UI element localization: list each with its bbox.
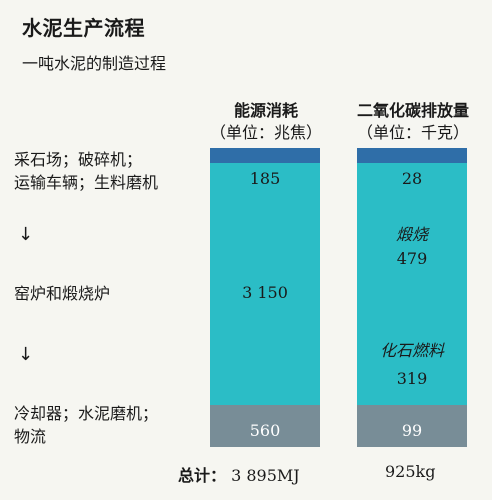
- energy-column-header: 能源消耗 （单位：兆焦）: [186, 100, 346, 144]
- co2-split-value-calcination: 479: [397, 249, 428, 268]
- co2-column-header: 二氧化碳排放量 （单位：千克）: [333, 100, 492, 144]
- stage-quarry: 采石场；破碎机； 运输车辆；生料磨机: [14, 148, 158, 194]
- flow-arrow-1: ↓: [18, 224, 34, 245]
- page-title: 水泥生产流程: [22, 16, 145, 40]
- energy-header-title: 能源消耗: [233, 101, 298, 120]
- energy-label-cooler: 560: [250, 421, 281, 440]
- stage-cooler-line2: 物流: [14, 427, 47, 446]
- energy-bar-bottom: [210, 405, 320, 447]
- energy-bar-cap: [210, 148, 320, 163]
- energy-label-kiln: 3 150: [242, 283, 288, 302]
- co2-split-value-fossil: 319: [397, 369, 428, 388]
- co2-total-value: 925kg: [385, 462, 436, 481]
- total-label: 总计：: [178, 466, 227, 485]
- co2-total: 925kg: [385, 462, 435, 481]
- co2-split-name-fossil: 化石燃料: [380, 341, 445, 360]
- page-subtitle: 一吨水泥的制造过程: [22, 54, 167, 73]
- flow-arrow-2: ↓: [18, 344, 34, 365]
- stage-quarry-line2: 运输车辆；生料磨机: [14, 173, 159, 192]
- co2-bar-bottom: [357, 405, 467, 447]
- co2-label-quarry: 28: [402, 169, 422, 188]
- co2-bar-cap: [357, 148, 467, 163]
- stage-cooler-line1: 冷却器；水泥磨机；: [14, 404, 159, 423]
- stage-quarry-line1: 采石场；破碎机；: [14, 150, 143, 169]
- co2-header-unit: （单位：千克）: [356, 123, 469, 142]
- energy-total: 总计： 3 895MJ: [178, 462, 300, 486]
- co2-label-cooler: 99: [402, 421, 422, 440]
- co2-bar-main: [357, 163, 467, 405]
- stage-kiln-line1: 窑炉和煅烧炉: [14, 284, 111, 303]
- stage-kiln: 窑炉和煅烧炉: [14, 282, 110, 305]
- energy-total-value: 3 895MJ: [231, 466, 300, 485]
- energy-header-unit: （单位：兆焦）: [209, 123, 322, 142]
- stage-cooler: 冷却器；水泥磨机； 物流: [14, 402, 158, 448]
- co2-header-title: 二氧化碳排放量: [356, 101, 469, 120]
- energy-bar-main: [210, 163, 320, 405]
- co2-split-name-calcination: 煅烧: [396, 225, 430, 244]
- energy-label-quarry: 185: [250, 169, 281, 188]
